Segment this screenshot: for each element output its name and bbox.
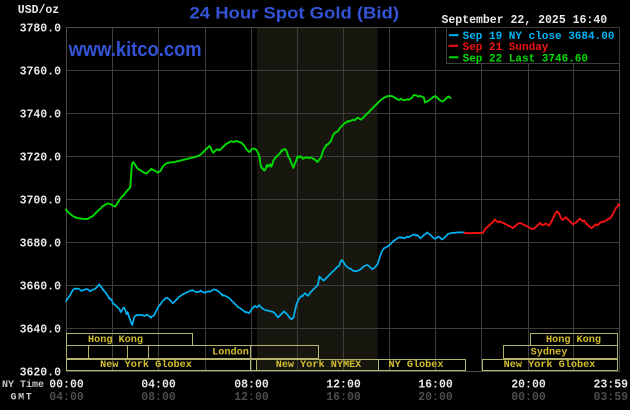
svg-text:New York Globex: New York Globex (504, 359, 596, 371)
svg-text:NY Globex: NY Globex (388, 359, 443, 371)
svg-text:03:59: 03:59 (593, 391, 628, 404)
svg-text:20:00: 20:00 (418, 391, 453, 404)
svg-text:04:00: 04:00 (141, 379, 176, 392)
svg-text:New York Globex: New York Globex (100, 359, 192, 371)
svg-text:NY Time: NY Time (2, 379, 44, 391)
svg-text:Sep 19 NY close 3684.00: Sep 19 NY close 3684.00 (463, 31, 615, 43)
svg-text:Sep 22 Last 3746.60: Sep 22 Last 3746.60 (463, 53, 588, 65)
svg-text:3720.0: 3720.0 (20, 152, 62, 165)
svg-text:September 22, 2025 16:40: September 22, 2025 16:40 (442, 14, 608, 27)
svg-text:3660.0: 3660.0 (20, 281, 62, 294)
svg-text:Hong Kong: Hong Kong (88, 335, 143, 346)
svg-text:Sydney: Sydney (531, 347, 568, 359)
svg-text:Sep 21 Sunday: Sep 21 Sunday (463, 42, 549, 54)
svg-text:USD/oz: USD/oz (18, 4, 60, 17)
svg-text:16:00: 16:00 (418, 379, 453, 392)
svg-text:16:00: 16:00 (326, 391, 361, 404)
svg-text:www.kitco.com: www.kitco.com (68, 38, 202, 61)
svg-text:3620.0: 3620.0 (20, 367, 62, 380)
svg-text:08:00: 08:00 (141, 391, 176, 404)
svg-text:3700.0: 3700.0 (20, 195, 62, 208)
svg-text:20:00: 20:00 (511, 379, 546, 392)
svg-text:Hong Kong: Hong Kong (546, 335, 601, 346)
svg-text:12:00: 12:00 (326, 379, 361, 392)
svg-text:GMT: GMT (11, 393, 34, 404)
svg-text:3780.0: 3780.0 (20, 23, 62, 36)
svg-text:04:00: 04:00 (49, 391, 84, 404)
svg-text:New York NYMEX: New York NYMEX (276, 359, 362, 371)
svg-text:3640.0: 3640.0 (20, 324, 62, 337)
svg-text:12:00: 12:00 (234, 391, 269, 404)
svg-text:3680.0: 3680.0 (20, 238, 62, 251)
svg-text:00:00: 00:00 (49, 379, 84, 392)
svg-text:London: London (212, 347, 249, 359)
svg-text:08:00: 08:00 (234, 379, 269, 392)
svg-text:3760.0: 3760.0 (20, 66, 62, 79)
svg-text:00:00: 00:00 (511, 391, 546, 404)
svg-text:24 Hour Spot Gold (Bid): 24 Hour Spot Gold (Bid) (190, 4, 400, 22)
svg-text:23:59: 23:59 (593, 379, 628, 392)
svg-text:3740.0: 3740.0 (20, 109, 62, 122)
